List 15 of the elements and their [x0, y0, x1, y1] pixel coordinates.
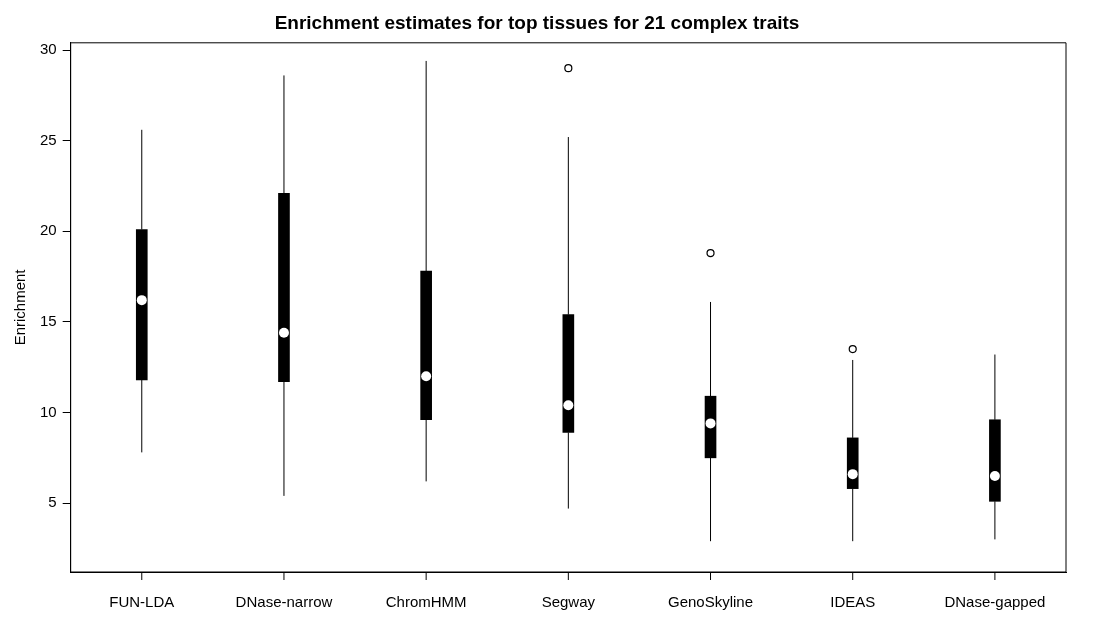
y-tick-label: 20 — [40, 221, 57, 239]
y-tick-label: 5 — [48, 493, 57, 511]
x-tick-label: DNase-gapped — [944, 593, 1046, 611]
y-tick-label: 10 — [40, 402, 57, 420]
y-tick-label: 15 — [40, 312, 57, 330]
x-tick-label: IDEAS — [830, 593, 876, 611]
y-tick-label: 30 — [40, 40, 57, 58]
chart-title: Enrichment estimates for top tissues for 21 complex traits — [274, 11, 800, 33]
x-tick-label: Segway — [541, 593, 596, 611]
x-tick-label: DNase-narrow — [235, 593, 333, 611]
x-tick-label: FUN-LDA — [109, 593, 175, 611]
x-tick-label: GenoSkyline — [668, 593, 754, 611]
y-axis-title: Enrichment — [11, 268, 29, 346]
y-tick-label: 25 — [40, 130, 57, 148]
x-tick-label: ChromHMM — [385, 593, 467, 611]
